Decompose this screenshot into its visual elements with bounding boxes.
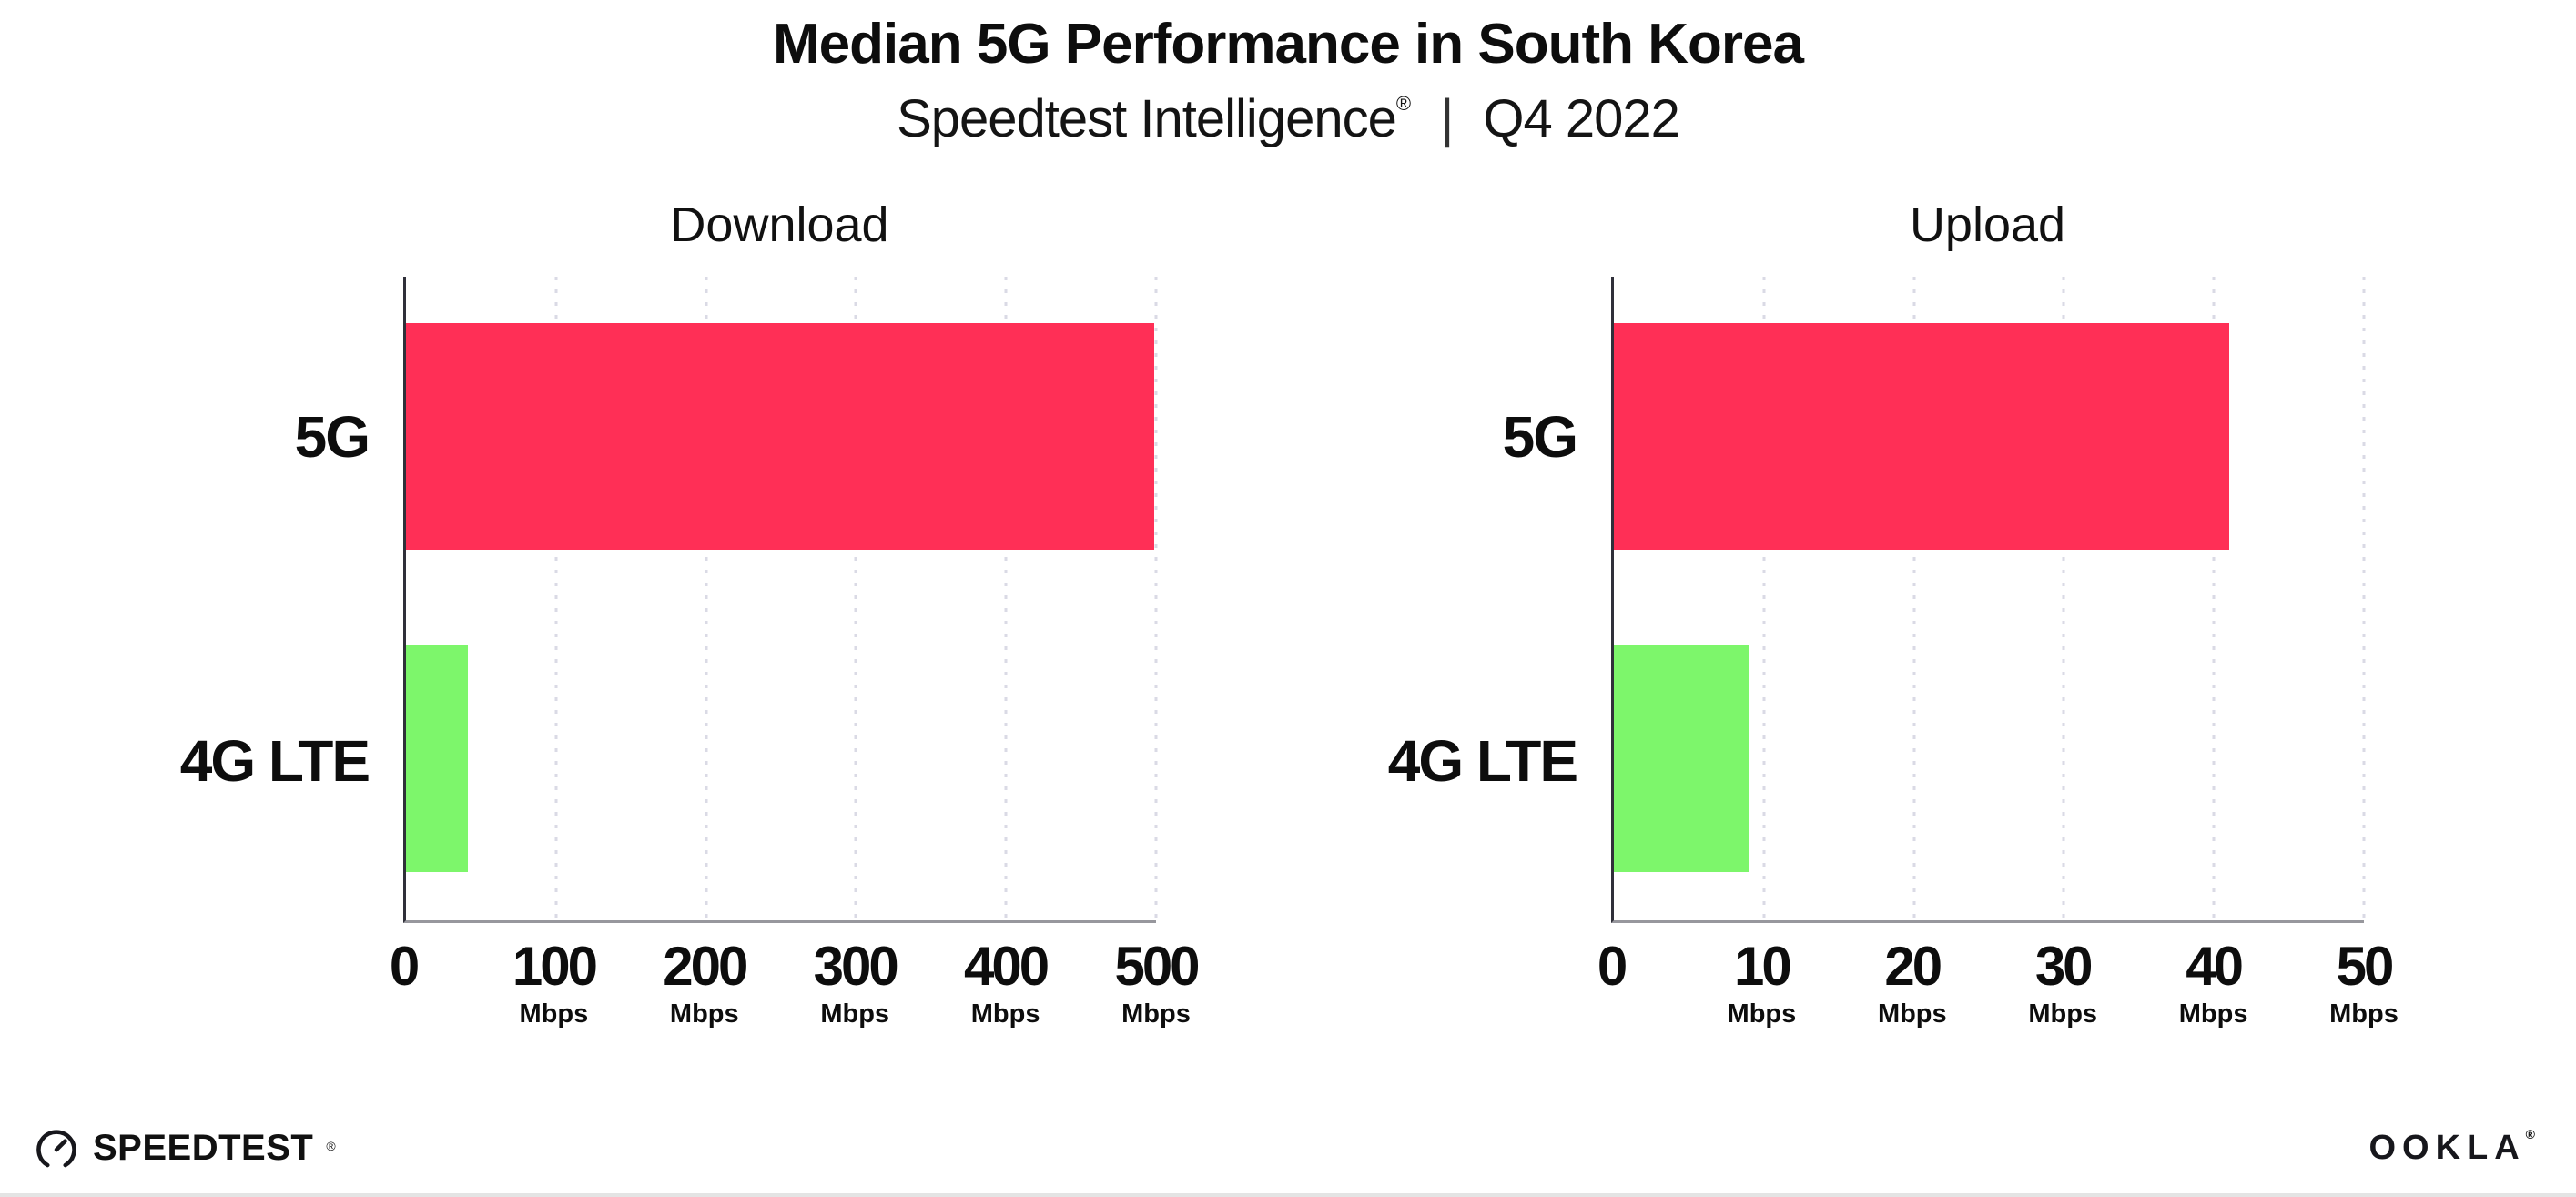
x-tick-unit: Mbps: [669, 999, 739, 1030]
page-title: Median 5G Performance in South Korea: [773, 13, 1804, 76]
ookla-wordmark: OOKLA: [2368, 1129, 2526, 1167]
bar-5g-download: [406, 322, 1155, 550]
x-tick-20: 20 Mbps: [1878, 939, 1947, 1030]
x-tick-value: 400: [964, 936, 1050, 998]
ookla-registered-icon: ®: [2525, 1127, 2541, 1141]
gridline-40: [2212, 277, 2216, 921]
bar-5g-upload: [1614, 322, 2229, 550]
x-tick-0: 0: [389, 936, 420, 998]
gridline-50: [2362, 277, 2366, 921]
plot-area-download: [403, 277, 1158, 924]
chart-title: Upload: [1909, 198, 2066, 253]
subtitle-brand: Speedtest Intelligence: [897, 89, 1397, 149]
gridline-500: [1154, 277, 1158, 921]
x-tick-unit: Mbps: [1121, 999, 1191, 1030]
x-tick-value: 20: [1884, 936, 1942, 998]
chart-title: Download: [670, 198, 889, 253]
x-tick-300: 300 Mbps: [813, 936, 899, 1030]
x-tick-value: 300: [813, 936, 899, 998]
x-tick-30: 30 Mbps: [2028, 939, 2097, 1030]
plot-area-upload: [1611, 277, 2366, 924]
x-tick-unit: Mbps: [2329, 999, 2399, 1030]
category-label-5g: 5G: [1502, 404, 1578, 471]
x-tick-unit: Mbps: [1727, 999, 1797, 1030]
ookla-logo: OOKLA®: [2368, 1127, 2541, 1168]
speedtest-wordmark: SPEEDTEST: [93, 1127, 314, 1168]
x-tick-unit: Mbps: [519, 999, 589, 1030]
page-subtitle: Speedtest Intelligence® | Q4 2022: [0, 88, 2576, 149]
x-tick-10: 10 Mbps: [1728, 939, 1797, 1030]
x-axis-labels: 0 100 Mbps 200 Mbps 300 Mbps 400 Mbps 500 Mbps: [390, 936, 1201, 1078]
x-tick-400: 400 Mbps: [964, 936, 1050, 1030]
x-tick-unit: Mbps: [1877, 999, 1947, 1030]
gridline-30: [2062, 277, 2065, 921]
x-tick-value: 30: [2034, 936, 2094, 998]
x-tick-500: 500 Mbps: [1114, 936, 1200, 1030]
gridline-10: [1762, 277, 1766, 921]
y-axis-labels: 5G 4G LTE: [167, 277, 403, 923]
speedtest-registered-icon: ®: [326, 1139, 336, 1153]
chart-upload: Upload 5G 4G LTE 0 10 Mbps 20 Mbps 30 Mbps 40 Mbps 5…: [1374, 197, 2399, 1078]
bar-4g-lte-download: [406, 645, 468, 873]
category-label-4g-lte: 4G LTE: [1387, 727, 1578, 794]
category-label-5g: 5G: [294, 404, 370, 471]
x-tick-unit: Mbps: [970, 999, 1040, 1030]
chart-download: Download 5G 4G LTE 0 100 Mbps 200 Mbps 300 Mbps 40…: [167, 197, 1201, 1078]
x-tick-100: 100 Mbps: [512, 936, 598, 1030]
x-tick-value: 200: [663, 936, 748, 998]
category-label-4g-lte: 4G LTE: [179, 727, 370, 794]
x-tick-50: 50 Mbps: [2329, 939, 2399, 1030]
gridline-20: [1912, 277, 1916, 921]
speedtest-gauge-icon: [36, 1130, 76, 1168]
gridline-300: [854, 277, 857, 921]
x-tick-200: 200 Mbps: [663, 936, 748, 1030]
speedtest-logo: SPEEDTEST ®: [33, 1124, 336, 1172]
x-tick-40: 40 Mbps: [2179, 939, 2248, 1030]
x-tick-value: 10: [1734, 936, 1792, 998]
charts-row: Download 5G 4G LTE 0 100 Mbps 200 Mbps 300 Mbps 40…: [0, 197, 2576, 1078]
gridline-400: [1004, 277, 1008, 921]
x-axis-labels: 0 10 Mbps 20 Mbps 30 Mbps 40 Mbps 50 Mbps: [1597, 939, 2399, 1078]
x-tick-unit: Mbps: [2028, 999, 2098, 1030]
registered-trademark-icon: ®: [1395, 92, 1411, 116]
x-tick-unit: Mbps: [820, 999, 890, 1030]
x-tick-value: 100: [512, 936, 598, 998]
gridline-100: [554, 277, 558, 921]
x-tick-value: 0: [1597, 936, 1628, 998]
bar-4g-lte-upload: [1614, 645, 1749, 873]
x-tick-value: 0: [389, 936, 420, 998]
x-tick-value: 40: [2186, 936, 2244, 998]
subtitle-separator: |: [1440, 89, 1454, 149]
x-tick-0: 0: [1597, 936, 1628, 998]
x-tick-value: 50: [2336, 936, 2395, 998]
subtitle-period: Q4 2022: [1483, 89, 1680, 149]
x-tick-unit: Mbps: [2178, 999, 2248, 1030]
x-tick-value: 500: [1114, 936, 1200, 998]
gridline-200: [705, 277, 708, 921]
y-axis-labels: 5G 4G LTE: [1374, 277, 1611, 923]
header: Median 5G Performance in South Korea Spe…: [0, 0, 2576, 149]
